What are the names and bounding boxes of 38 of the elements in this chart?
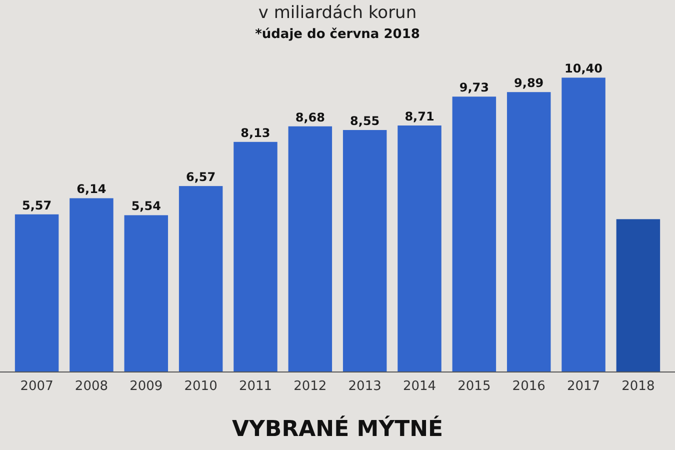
bar — [288, 126, 332, 372]
x-tick-label: 2014 — [402, 379, 436, 394]
bar — [616, 219, 660, 372]
data-label: 10,40 — [564, 62, 603, 76]
bar — [70, 198, 114, 372]
x-tick-label: 2008 — [74, 379, 108, 394]
bar — [398, 125, 442, 372]
x-tick-label: 2012 — [294, 379, 327, 394]
text: VYBRANÉ MÝTNÉ — [232, 415, 444, 442]
data-label: 8,13 — [240, 126, 270, 140]
x-tick-label: 2016 — [512, 379, 546, 394]
x-tick-label: 2011 — [238, 379, 272, 394]
data-label: 8,71 — [404, 109, 434, 124]
x-tick-label: 2018 — [622, 379, 655, 394]
data-label: 8,68 — [295, 110, 325, 124]
x-tick-label: 2015 — [458, 379, 491, 394]
data-label: 9,89 — [514, 76, 544, 90]
bar — [178, 186, 223, 372]
data-label: 5,54 — [131, 199, 161, 214]
bar — [506, 92, 551, 372]
data-label: 9,73 — [459, 80, 489, 95]
data-label: 6,14 — [76, 182, 106, 196]
bar — [452, 96, 496, 372]
bar — [124, 215, 168, 372]
chart-subtitle: v miliardách korun — [258, 3, 417, 23]
data-label: 5,57 — [22, 198, 52, 212]
x-tick-label: 2017 — [566, 379, 600, 394]
x-tick-label: 2010 — [184, 379, 218, 394]
bar — [342, 130, 387, 372]
bar — [14, 214, 59, 372]
bar — [234, 142, 278, 372]
x-tick-label: 2009 — [130, 379, 163, 394]
text: *údaje do června 2018 — [255, 27, 420, 42]
data-label: 6,57 — [186, 170, 216, 184]
data-label: 8,55 — [350, 114, 380, 128]
x-tick-label: 2013 — [348, 379, 382, 394]
bar — [562, 78, 606, 372]
x-tick-label: 2007 — [20, 379, 54, 394]
